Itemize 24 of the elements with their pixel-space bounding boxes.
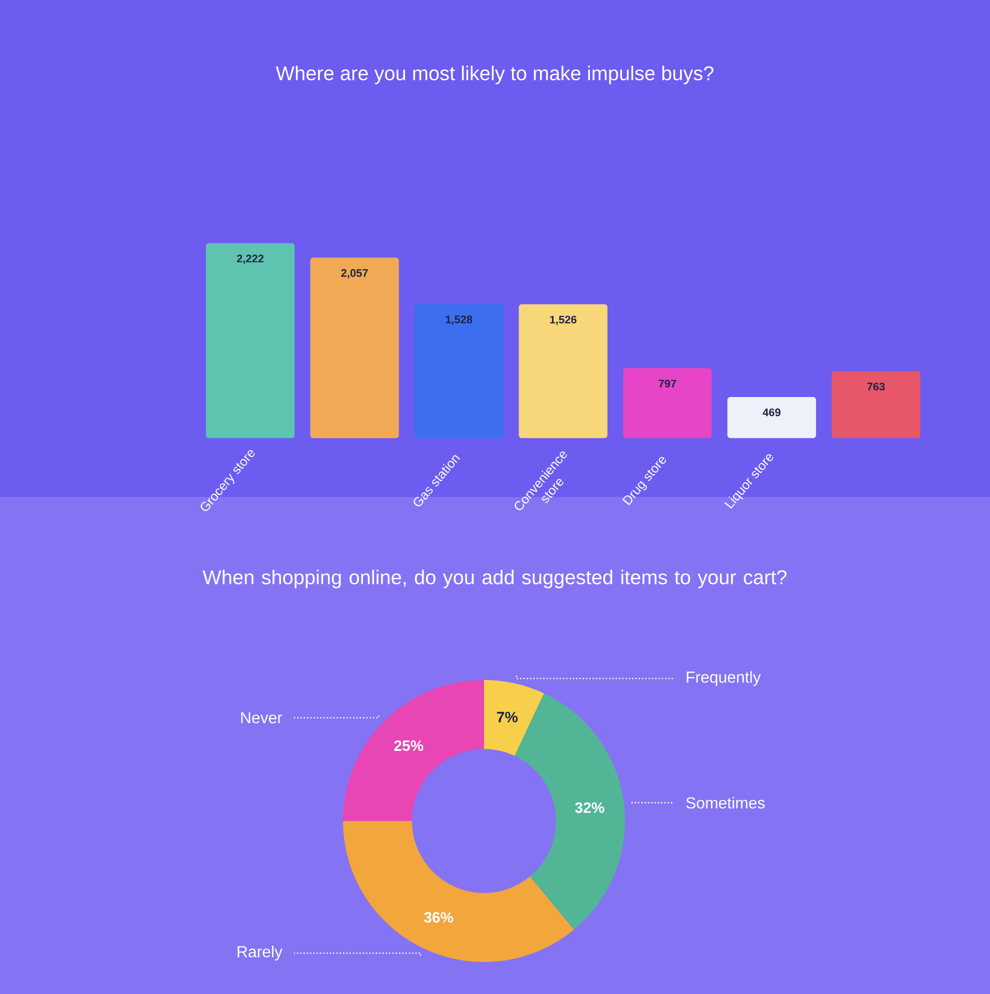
data-label: 1,526 bbox=[550, 316, 576, 326]
data-label: 32% bbox=[575, 802, 604, 813]
bar bbox=[310, 258, 399, 438]
bar bbox=[832, 371, 920, 438]
data-label: 763 bbox=[867, 382, 885, 390]
bar bbox=[414, 304, 504, 438]
data-label: 2,057 bbox=[341, 269, 368, 278]
chart-title: When shopping online, do you add suggested items to your cart? bbox=[202, 570, 787, 588]
data-label: 469 bbox=[762, 408, 780, 416]
slice-label: Rarely bbox=[238, 946, 282, 961]
slice-label: Frequently bbox=[686, 671, 761, 686]
data-label: 25% bbox=[394, 740, 424, 751]
bar bbox=[623, 368, 712, 438]
slice-label: Sometimes bbox=[686, 796, 765, 809]
bar bbox=[206, 243, 295, 438]
data-label: 1,528 bbox=[446, 316, 472, 325]
data-label: 797 bbox=[658, 380, 676, 388]
bar bbox=[518, 304, 608, 438]
slice-label: Never bbox=[241, 712, 282, 724]
bar bbox=[727, 396, 816, 438]
data-label: 7% bbox=[497, 712, 518, 722]
data-label: 36% bbox=[424, 912, 454, 923]
data-label: 2,222 bbox=[236, 254, 264, 264]
chart-title: Where are you most likely to make impulse buys? bbox=[276, 66, 714, 84]
